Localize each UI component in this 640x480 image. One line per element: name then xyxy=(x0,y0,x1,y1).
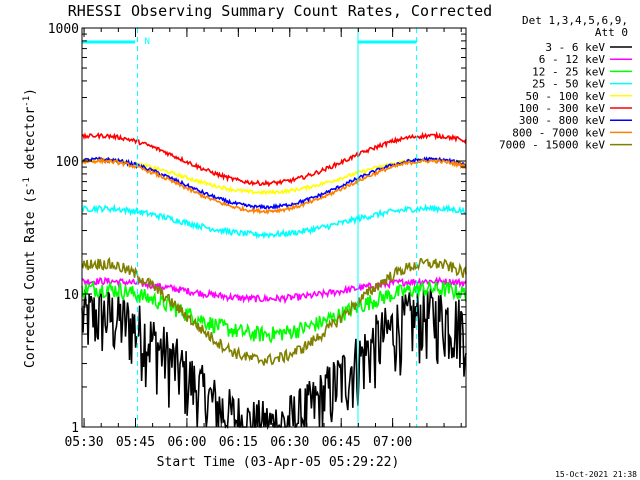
x-tick-label: 06:45 xyxy=(322,435,361,450)
legend-entry-label-8: 800 - 7000 keV xyxy=(512,126,605,139)
series-line-8 xyxy=(81,156,467,215)
y-tick-label: 100 xyxy=(56,155,79,170)
legend-entry-label-5: 50 - 100 keV xyxy=(526,90,606,103)
x-tick-label: 06:30 xyxy=(270,435,309,450)
legend-entry-label-9: 7000 - 15000 keV xyxy=(499,139,605,152)
x-tick-label: 06:00 xyxy=(167,435,206,450)
y-axis-label: Corrected Count Rate (s-1 detector-1) xyxy=(22,88,38,368)
legend-entry-label-2: 6 - 12 keV xyxy=(539,53,606,66)
series-line-4 xyxy=(81,203,467,240)
series-line-2 xyxy=(81,276,467,305)
x-axis-label: Start Time (03-Apr-05 05:29:22) xyxy=(157,455,400,470)
x-tick-label: 05:45 xyxy=(116,435,155,450)
chart-title: RHESSI Observing Summary Count Rates, Co… xyxy=(68,2,492,20)
legend-header-line-1: Det 1,3,4,5,6,9, xyxy=(522,14,628,27)
series-line-3 xyxy=(81,280,467,344)
x-tick-label: 05:30 xyxy=(64,435,103,450)
axis-layer: 1 10 100 1000 05:30 05:45 06:00 06:15 06:30 06:45… xyxy=(48,22,466,450)
series-layer xyxy=(81,130,467,430)
legend-entry-label-3: 12 - 25 keV xyxy=(532,65,605,78)
y-tick-label: 1 xyxy=(71,421,79,436)
series-line-7 xyxy=(81,156,467,211)
footer-timestamp: 15-Oct-2021 21:38 xyxy=(555,470,637,479)
series-line-9 xyxy=(81,256,467,366)
night-bar-label: N xyxy=(145,37,150,47)
series-line-5 xyxy=(81,156,467,196)
legend-entry-label-1: 3 - 6 keV xyxy=(545,41,605,54)
legend-header-line-2: Att 0 xyxy=(595,26,628,39)
y-tick-label: 10 xyxy=(63,288,79,303)
x-tick-label: 07:00 xyxy=(373,435,412,450)
legend-entry-label-6: 100 - 300 keV xyxy=(519,102,605,115)
legend-entry-label-7: 300 - 800 keV xyxy=(519,114,605,127)
x-tick-label: 06:15 xyxy=(219,435,258,450)
plot-frame xyxy=(81,27,467,428)
legend-entry-label-4: 25 - 50 keV xyxy=(532,78,605,91)
y-tick-label: 1000 xyxy=(48,22,79,37)
series-line-6 xyxy=(81,130,467,188)
